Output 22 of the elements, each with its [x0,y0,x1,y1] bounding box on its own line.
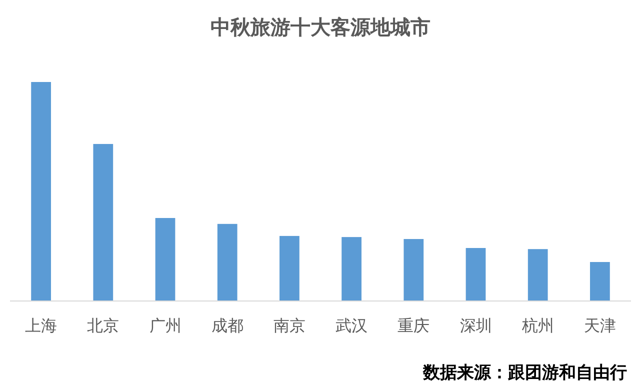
bar [31,82,51,301]
source-note: 数据来源：跟团游和自由行 [422,363,627,383]
x-tick-label: 成都 [211,316,244,335]
bar [404,239,424,301]
x-tick-label: 北京 [87,316,120,335]
x-tick-label: 上海 [25,316,58,335]
bar [342,237,362,301]
bar [590,262,610,301]
x-tick-label: 重庆 [398,316,430,335]
x-tick-label: 深圳 [460,316,492,335]
x-tick-label: 武汉 [336,316,368,335]
x-tick-label: 南京 [273,316,306,335]
bar [93,144,114,301]
bar [466,248,486,301]
x-tick-label: 杭州 [520,316,554,335]
x-tick-label: 天津 [584,316,616,335]
bar [528,249,548,301]
chart-title: 中秋旅游十大客源地城市 [210,15,430,39]
bar [155,218,176,301]
x-tick-label: 广州 [149,316,182,335]
bar [217,224,238,301]
bar [280,236,300,301]
